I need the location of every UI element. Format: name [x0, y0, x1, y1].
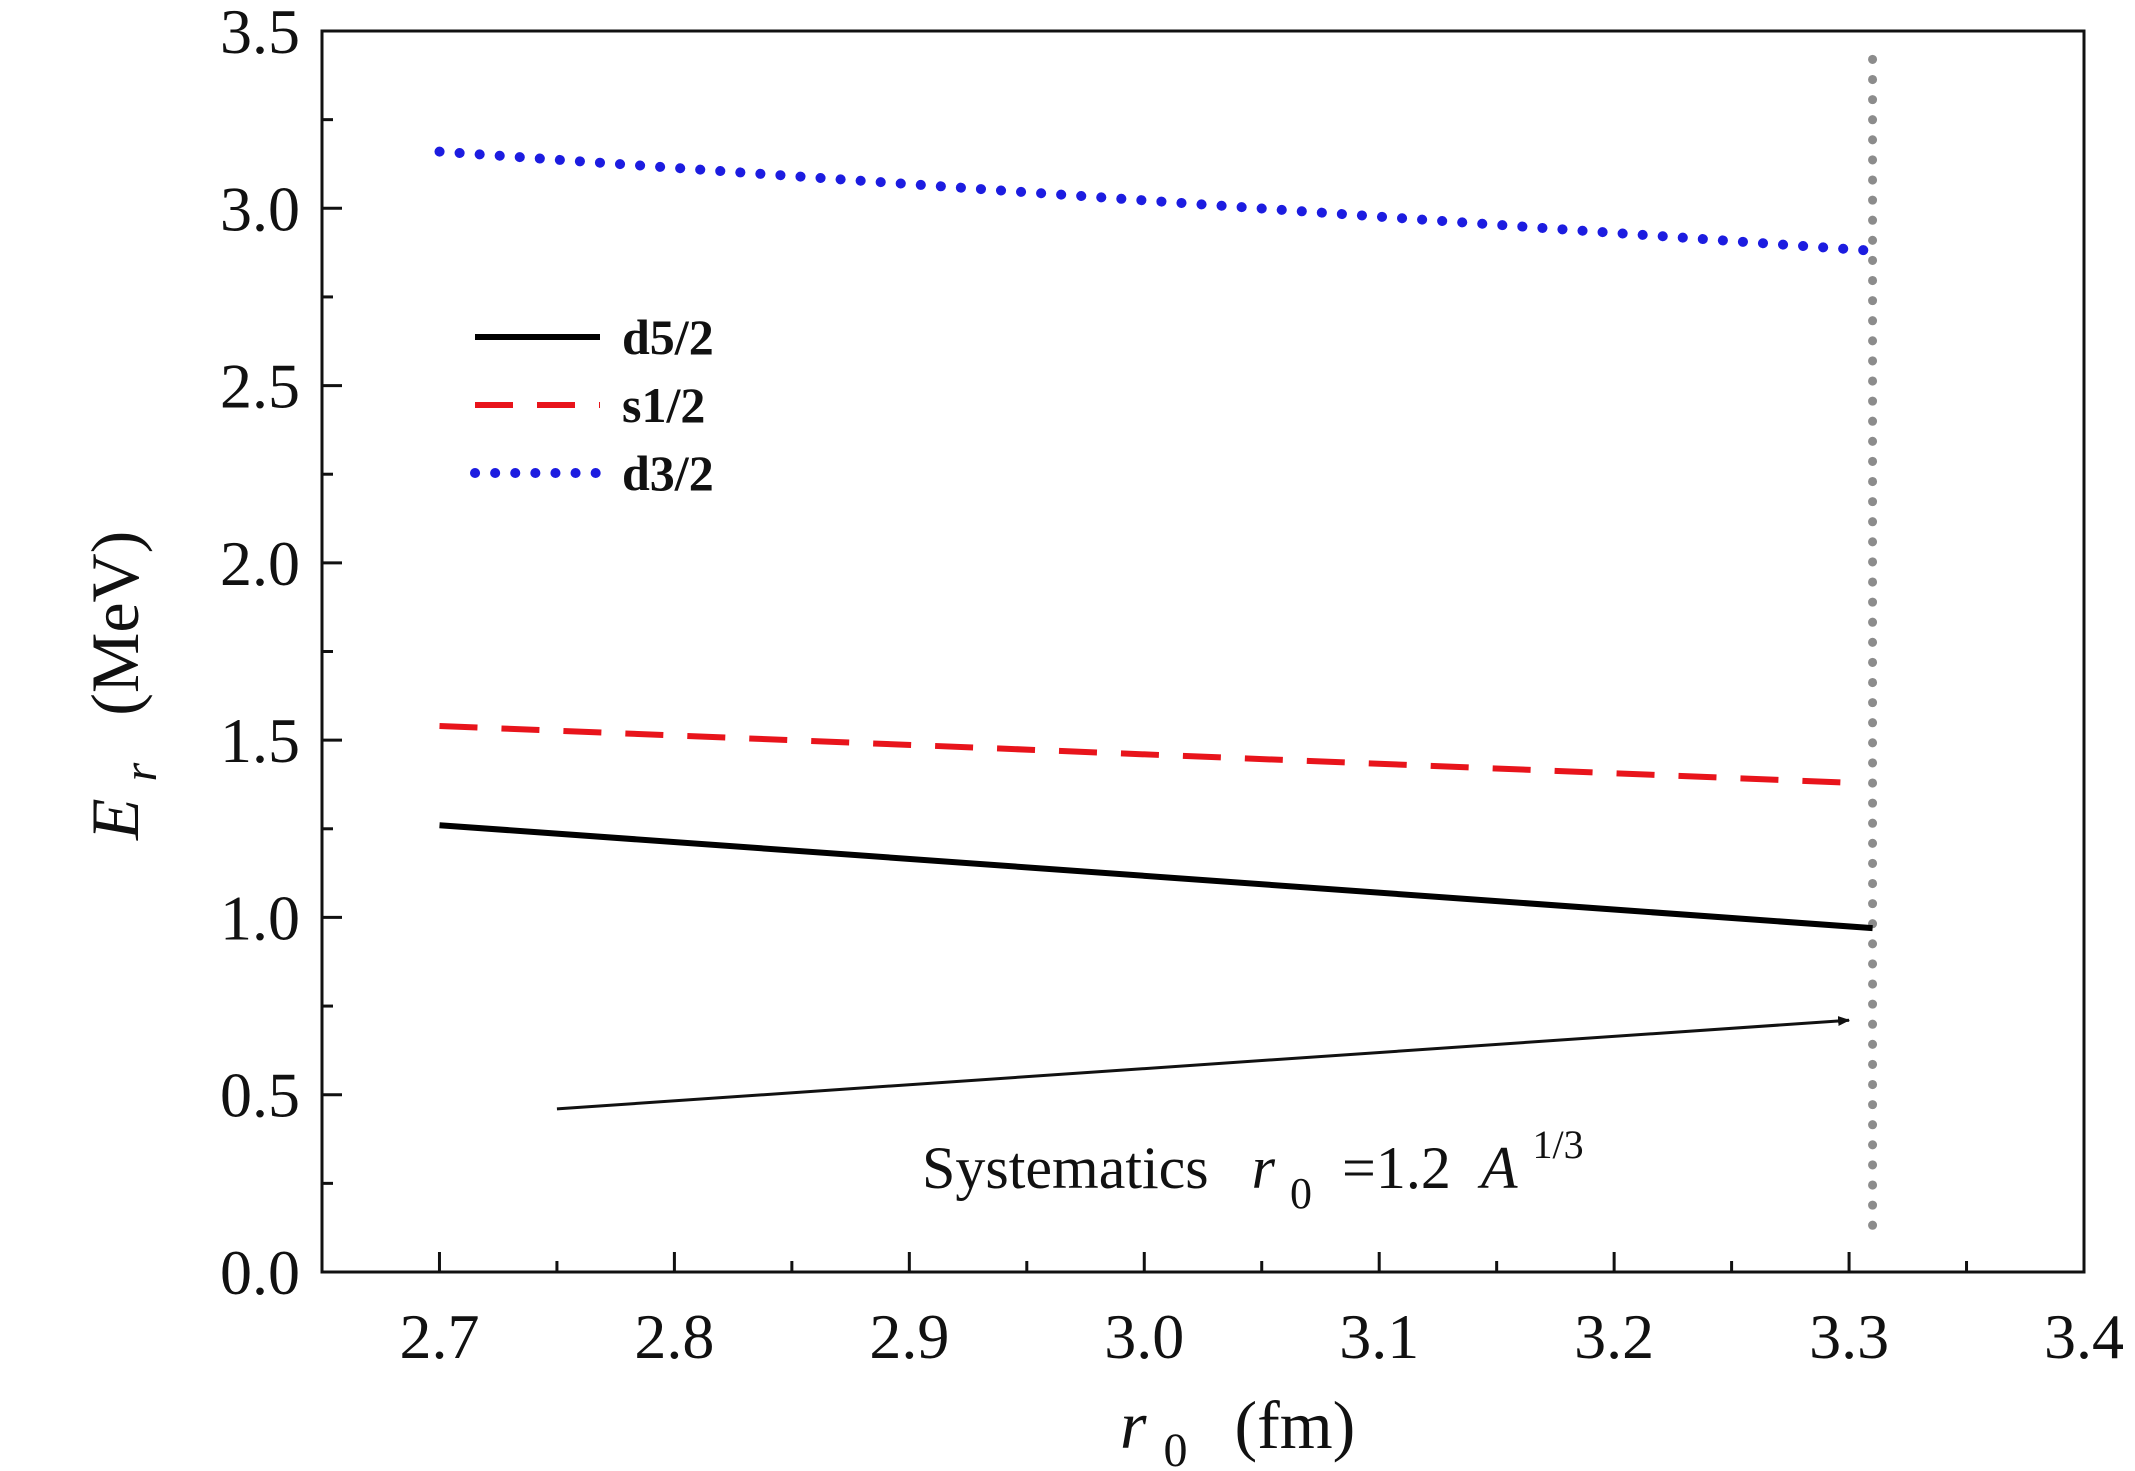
x-tick-label: 3.3: [1809, 1301, 1889, 1372]
y-axis-ticks: [322, 29, 342, 1274]
x-tick-label: 3.2: [1574, 1301, 1654, 1372]
x-axis-ticks: [437, 1252, 2086, 1272]
annotation-label: Systematics: [922, 1135, 1209, 1201]
annotation-exponent: 1/3: [1533, 1122, 1584, 1167]
annotation-equals: =1.2: [1327, 1135, 1466, 1201]
y-tick-label: 1.0: [220, 882, 300, 953]
x-tick-label: 2.9: [869, 1301, 949, 1372]
x-axis-tick-labels: 2.7 2.8 2.9 3.0 3.1 3.2 3.3 3.4: [399, 1301, 2124, 1372]
legend-label-s1-2: s1/2: [622, 377, 705, 433]
x-tick-label: 2.7: [399, 1301, 479, 1372]
annotation-arrow: [556, 1016, 1851, 1111]
y-tick-label: 1.5: [220, 705, 300, 776]
series-layer: [434, 146, 1878, 932]
y-tick-label: 3.5: [220, 0, 300, 67]
y-axis-subscript: r: [114, 762, 167, 781]
annotation-text: Systematics r 0 =1.2 A 1/3: [922, 1122, 1584, 1221]
x-axis-symbol: r: [1120, 1387, 1147, 1463]
x-tick-label: 3.0: [1104, 1301, 1184, 1372]
annotation-a-symbol: A: [1477, 1135, 1518, 1201]
plot-frame: [320, 29, 2086, 1274]
y-tick-label: 3.0: [220, 173, 300, 244]
x-tick-label: 3.4: [2044, 1301, 2124, 1372]
x-tick-label: 3.1: [1339, 1301, 1419, 1372]
y-tick-label: 2.5: [220, 351, 300, 422]
y-tick-label: 2.0: [220, 528, 300, 599]
y-axis-tick-labels: 0.0 0.5 1.0 1.5 2.0 2.5 3.0 3.5: [220, 0, 300, 1308]
series-line-s1-2: [439, 723, 1850, 786]
y-axis-symbol: E: [77, 798, 153, 841]
legend: d5/2 s1/2 d3/2: [470, 309, 714, 501]
series-line-d5-2: [439, 822, 1873, 932]
y-axis-title: E r (MeV): [77, 531, 171, 841]
annotation-r-subscript: 0: [1290, 1169, 1312, 1218]
x-axis-subscript: 0: [1163, 1424, 1187, 1471]
series-line-d3-2: [434, 146, 1878, 256]
legend-label-d5-2: d5/2: [622, 309, 714, 365]
y-axis-unit: (MeV): [77, 531, 153, 716]
y-tick-label: 0.0: [220, 1237, 300, 1308]
x-tick-label: 2.8: [634, 1301, 714, 1372]
y-tick-label: 0.5: [220, 1060, 300, 1131]
annotation-r-symbol: r: [1252, 1135, 1276, 1201]
x-axis-title: r 0 (fm): [1120, 1387, 1355, 1471]
x-axis-unit: (fm): [1234, 1387, 1355, 1463]
annotation-arrow-group: [556, 1016, 1851, 1111]
legend-label-d3-2: d3/2: [622, 445, 714, 501]
